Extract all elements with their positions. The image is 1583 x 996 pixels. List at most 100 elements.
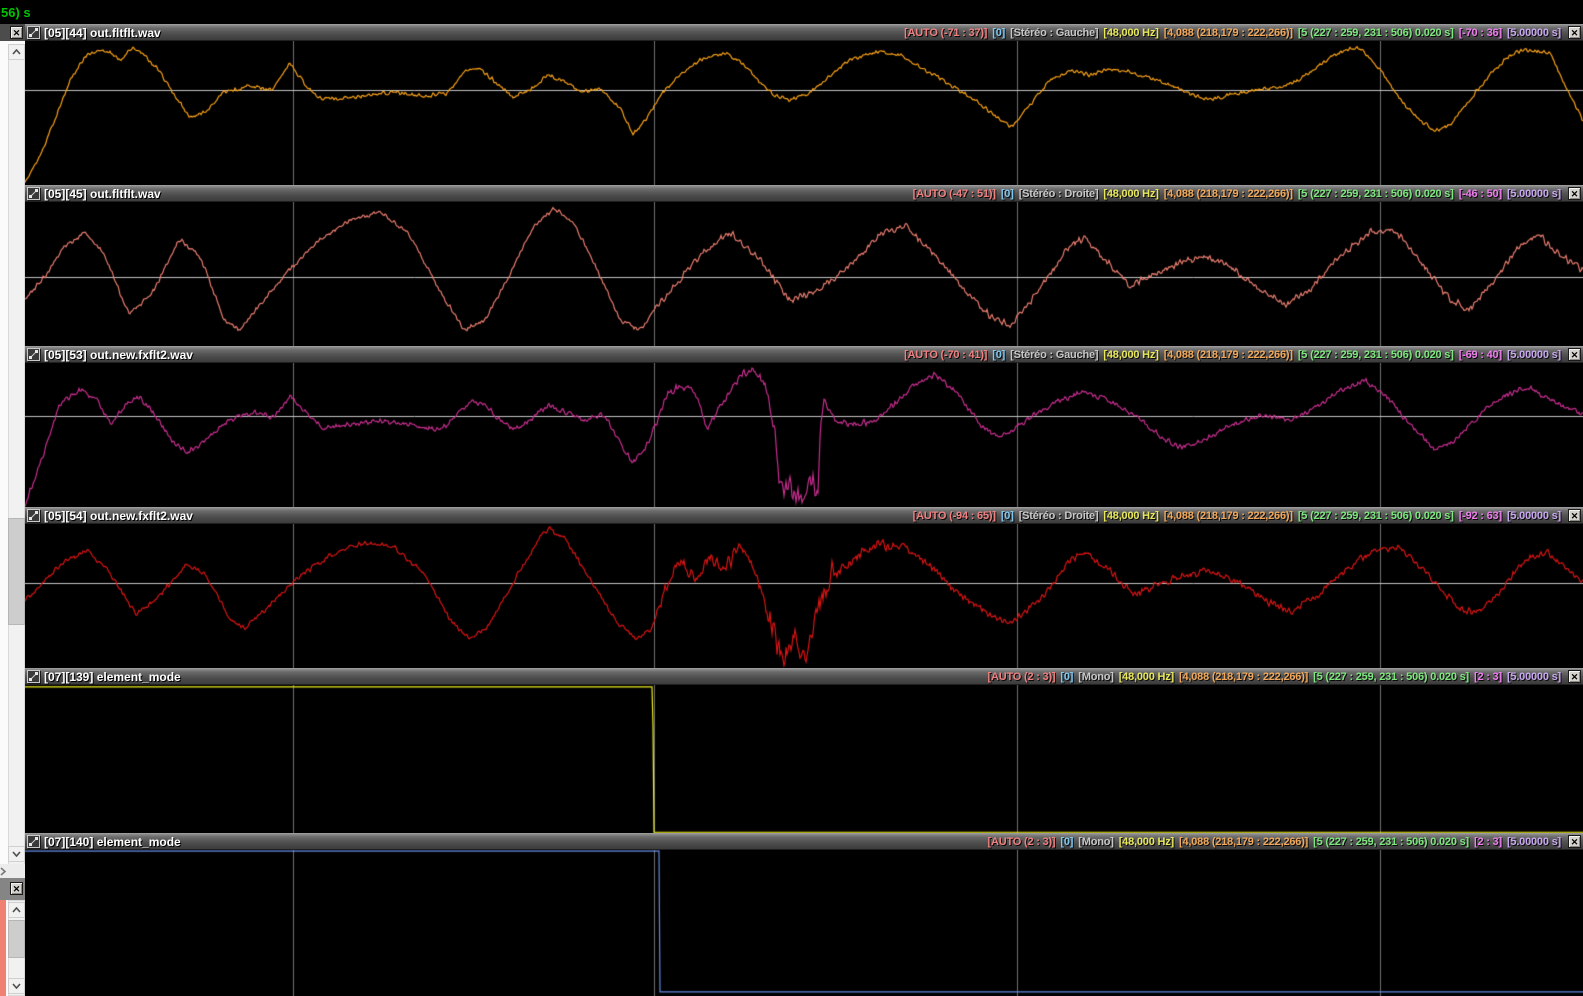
status-tag: [4,088 (218,179 : 222,266)] [1163, 187, 1293, 200]
status-tag: [0] [1060, 670, 1074, 683]
selection-duration-label: 56) s [1, 4, 31, 20]
status-tag: [Stéréo : Droite] [1018, 187, 1099, 200]
scatter-glyph-icon [29, 837, 38, 846]
scroll-up-button[interactable] [8, 44, 25, 60]
left-scroll-column: ✕ ✕ [0, 24, 25, 996]
track-header[interactable]: [07][140] element_mode [AUTO (2 : 3)] [0]… [25, 833, 1583, 850]
track-row: [07][139] element_mode [AUTO (2 : 3)] [0]… [25, 668, 1583, 833]
status-tag: [5 (227 : 259, 231 : 506) 0.020 s] [1297, 26, 1454, 39]
vertical-scrollbar-thumb[interactable] [8, 518, 25, 625]
track-header[interactable]: [05][44] out.fltflt.wav [AUTO (-71 : 37)… [25, 24, 1583, 41]
status-tag: [5 (227 : 259, 231 : 506) 0.020 s] [1313, 835, 1469, 848]
bottom-scroll-down-button[interactable] [8, 978, 25, 994]
status-tag: [Mono] [1078, 835, 1114, 848]
track-header[interactable]: [05][53] out.new.fxflt2.wav [AUTO (-70 :… [25, 346, 1583, 363]
status-tag: [Stéréo : Gauche] [1010, 26, 1099, 39]
track-title: [07][139] element_mode [44, 669, 181, 684]
status-tag: [2 : 3] [1474, 835, 1502, 848]
status-tag: [4,088 (218,179 : 222,266)] [1163, 348, 1293, 361]
waveform-canvas[interactable] [25, 41, 1583, 185]
status-tag: [-92 : 63] [1458, 509, 1502, 522]
scatter-glyph-icon [29, 511, 38, 520]
status-tag: [5 (227 : 259, 231 : 506) 0.020 s] [1297, 187, 1454, 200]
track-title: [07][140] element_mode [44, 834, 181, 849]
bottom-scroll-up-button[interactable] [8, 902, 25, 918]
track-title: [05][54] out.new.fxflt2.wav [44, 508, 193, 523]
track-status: [AUTO (-70 : 41)] [0] [Stéréo : Gauche] [48… [904, 349, 1561, 361]
scroll-down-button[interactable] [8, 846, 25, 862]
status-tag: [5.00000 s] [1506, 348, 1561, 361]
track-close-button[interactable]: ✕ [1568, 26, 1581, 39]
track-title: [05][45] out.fltflt.wav [44, 186, 161, 201]
track-title: [05][44] out.fltflt.wav [44, 25, 161, 40]
status-tag: [4,088 (218,179 : 222,266)] [1163, 26, 1293, 39]
status-tag: [4,088 (218,179 : 222,266)] [1179, 835, 1309, 848]
track-status: [AUTO (-94 : 65)] [0] [Stéréo : Droite] [48… [913, 509, 1562, 522]
track-close-button[interactable]: ✕ [1568, 509, 1581, 522]
status-tag: [0] [992, 26, 1006, 39]
status-tag: [48,000 Hz] [1118, 670, 1174, 683]
track-options-icon[interactable] [27, 835, 40, 848]
status-tag: [48,000 Hz] [1103, 187, 1159, 200]
status-tag: [AUTO (2 : 3)] [987, 670, 1056, 683]
chevron-down-icon [12, 983, 21, 989]
status-tag: [-46 : 50] [1458, 187, 1502, 200]
bottom-pane-waveform-strip [0, 900, 6, 996]
track-status: [AUTO (2 : 3)] [0] [Mono] [48,000 Hz] [4,088… [987, 670, 1562, 683]
chevron-right-icon [0, 866, 7, 876]
status-tag: [Stéréo : Droite] [1018, 509, 1099, 522]
waveform-canvas[interactable] [25, 524, 1583, 668]
status-tag: [48,000 Hz] [1103, 509, 1159, 522]
chevron-down-icon [12, 851, 21, 857]
waveform-canvas[interactable] [25, 363, 1583, 507]
status-tag: [Mono] [1078, 670, 1114, 683]
status-tag: [5.00000 s] [1506, 26, 1561, 39]
status-tag: [0] [1060, 835, 1074, 848]
track-header[interactable]: [07][139] element_mode [AUTO (2 : 3)] [0]… [25, 668, 1583, 685]
status-tag: [48,000 Hz] [1103, 348, 1159, 361]
track-close-button[interactable]: ✕ [1568, 835, 1581, 848]
scatter-glyph-icon [29, 350, 38, 359]
status-tag: [48,000 Hz] [1103, 26, 1159, 39]
track-options-icon[interactable] [27, 509, 40, 522]
chevron-up-icon [12, 907, 21, 913]
track-options-icon[interactable] [27, 187, 40, 200]
track-row: [07][140] element_mode [AUTO (2 : 3)] [0]… [25, 833, 1583, 996]
status-tag: [0] [1000, 509, 1014, 522]
track-status: [AUTO (-71 : 37)] [0] [Stéréo : Gauche] [48… [904, 27, 1561, 39]
waveform-canvas[interactable] [25, 850, 1583, 996]
track-header[interactable]: [05][45] out.fltflt.wav [AUTO (-47 : 51)… [25, 185, 1583, 202]
scatter-glyph-icon [29, 672, 38, 681]
close-pane-button[interactable]: ✕ [10, 26, 23, 39]
status-tag: [5.00000 s] [1506, 187, 1561, 200]
status-tag: [4,088 (218,179 : 222,266)] [1163, 509, 1293, 522]
chevron-up-icon [12, 49, 21, 55]
status-tag: [AUTO (-71 : 37)] [904, 26, 988, 39]
status-tag: [5 (227 : 259, 231 : 506) 0.020 s] [1313, 670, 1469, 683]
track-row: [05][54] out.new.fxflt2.wav [AUTO (-94 :… [25, 507, 1583, 668]
track-close-button[interactable]: ✕ [1568, 670, 1581, 683]
track-header[interactable]: [05][54] out.new.fxflt2.wav [AUTO (-94 :… [25, 507, 1583, 524]
track-options-icon[interactable] [27, 670, 40, 683]
status-tag: [-70 : 36] [1458, 26, 1502, 39]
status-tag: [5.00000 s] [1506, 670, 1561, 683]
pane-divider[interactable] [0, 864, 25, 878]
close-bottom-pane-button[interactable]: ✕ [10, 882, 23, 895]
bottom-pane-header-cell: ✕ [0, 878, 25, 900]
track-list: [05][44] out.fltflt.wav [AUTO (-71 : 37)… [25, 24, 1583, 996]
track-options-icon[interactable] [27, 348, 40, 361]
status-tag: [5.00000 s] [1506, 835, 1561, 848]
track-row: [05][45] out.fltflt.wav [AUTO (-47 : 51)… [25, 185, 1583, 346]
vertical-scrollbar-track[interactable] [8, 44, 25, 882]
track-close-button[interactable]: ✕ [1568, 187, 1581, 200]
status-tag: [5.00000 s] [1506, 509, 1561, 522]
pane-header-cell: ✕ [0, 24, 25, 41]
status-tag: [5 (227 : 259, 231 : 506) 0.020 s] [1297, 348, 1454, 361]
waveform-canvas[interactable] [25, 685, 1583, 833]
track-options-icon[interactable] [27, 26, 40, 39]
track-close-button[interactable]: ✕ [1568, 348, 1581, 361]
bottom-vertical-scrollbar-thumb[interactable] [8, 920, 25, 958]
status-tag: [AUTO (-70 : 41)] [904, 348, 988, 361]
status-tag: [48,000 Hz] [1118, 835, 1174, 848]
waveform-canvas[interactable] [25, 202, 1583, 346]
